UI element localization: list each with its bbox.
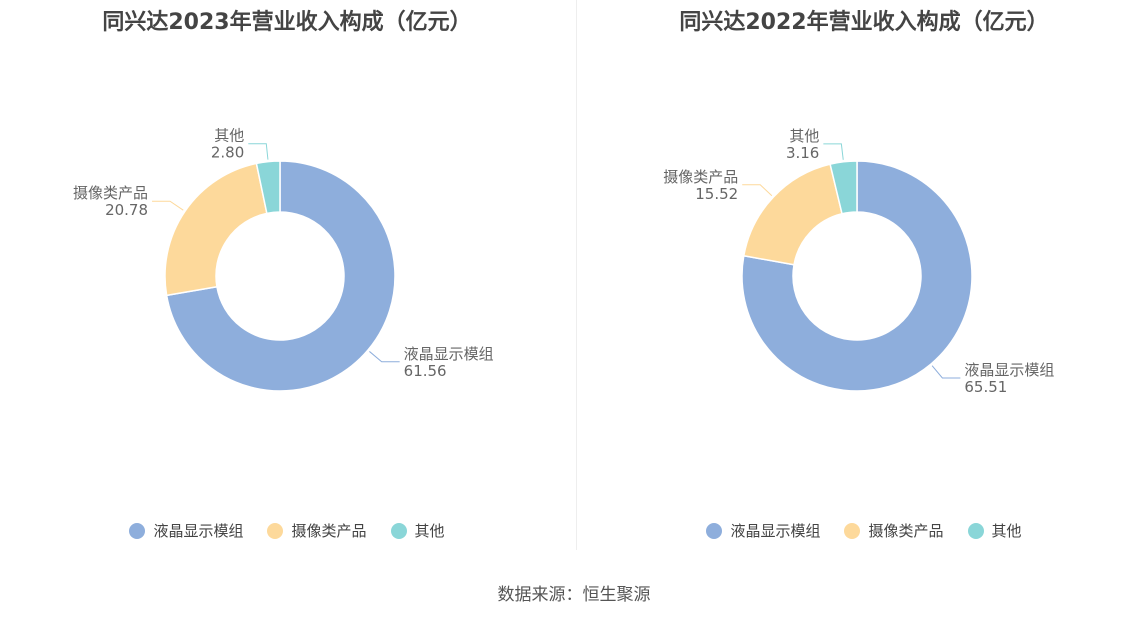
slice-label-name: 其他: [214, 127, 244, 145]
legend: 液晶显示模组 摄像类产品 其他: [0, 520, 574, 541]
slice-label-name: 液晶显示模组: [404, 345, 494, 363]
leader-line: [248, 143, 269, 160]
slice-label-name: 液晶显示模组: [964, 361, 1054, 379]
slice-label-value: 2.80: [211, 144, 244, 162]
legend-label: 摄像类产品: [291, 522, 367, 540]
panel-divider: [576, 0, 577, 550]
legend-item-lcd[interactable]: 液晶显示模组: [129, 520, 243, 541]
legend-label: 其他: [991, 522, 1022, 540]
slice-label-value: 65.51: [964, 378, 1007, 396]
chart-title: 同兴达2022年营业收入构成（亿元）: [679, 10, 1049, 35]
legend-item-other[interactable]: 其他: [967, 520, 1022, 541]
slice-label-value: 15.52: [695, 185, 738, 203]
donut-slice-camera[interactable]: [742, 163, 843, 266]
donut-slice-other[interactable]: [829, 160, 858, 215]
donut-slice-other[interactable]: [255, 160, 281, 215]
legend-item-camera[interactable]: 摄像类产品: [267, 520, 367, 541]
legend-dot-icon: [967, 522, 984, 539]
slice-label-name: 摄像类产品: [663, 168, 738, 186]
legend-item-camera[interactable]: 摄像类产品: [844, 520, 944, 541]
legend-dot-icon: [844, 522, 861, 539]
slice-label-name: 其他: [789, 127, 819, 145]
legend-label: 液晶显示模组: [730, 522, 821, 540]
legend-label: 其他: [414, 522, 445, 540]
legend-dot-icon: [390, 522, 407, 539]
chart-panel-2022: 同兴达2022年营业收入构成（亿元） 液晶显示模组 65.51 摄像类产品 15.52…: [577, 0, 1148, 560]
slice-label-value: 61.56: [404, 362, 447, 380]
donut-slice-lcd[interactable]: [165, 160, 396, 392]
chart-title: 同兴达2023年营业收入构成（亿元）: [102, 10, 472, 35]
legend-label: 液晶显示模组: [153, 522, 244, 540]
legend-item-lcd[interactable]: 液晶显示模组: [706, 520, 820, 541]
legend-dot-icon: [267, 522, 284, 539]
leader-line: [823, 143, 844, 160]
legend-dot-icon: [706, 522, 723, 539]
legend-dot-icon: [129, 522, 146, 539]
slice-label-value: 20.78: [105, 201, 148, 219]
donut-slice-camera[interactable]: [164, 162, 268, 297]
donut-slice-lcd[interactable]: [741, 160, 973, 392]
legend-item-other[interactable]: 其他: [390, 520, 445, 541]
slice-label-name: 摄像类产品: [73, 184, 148, 202]
leader-line: [369, 351, 400, 363]
legend-label: 摄像类产品: [868, 522, 944, 540]
leader-line: [931, 365, 961, 379]
legend: 液晶显示模组 摄像类产品 其他: [577, 520, 1148, 541]
chart-panel-2023: 同兴达2023年营业收入构成（亿元） 液晶显示模组 61.56 摄像类产品 20.78…: [0, 0, 574, 560]
leader-line: [152, 200, 184, 211]
slice-label-value: 3.16: [786, 144, 819, 162]
leader-line: [742, 184, 773, 197]
data-source: 数据来源：恒生聚源: [497, 585, 651, 605]
